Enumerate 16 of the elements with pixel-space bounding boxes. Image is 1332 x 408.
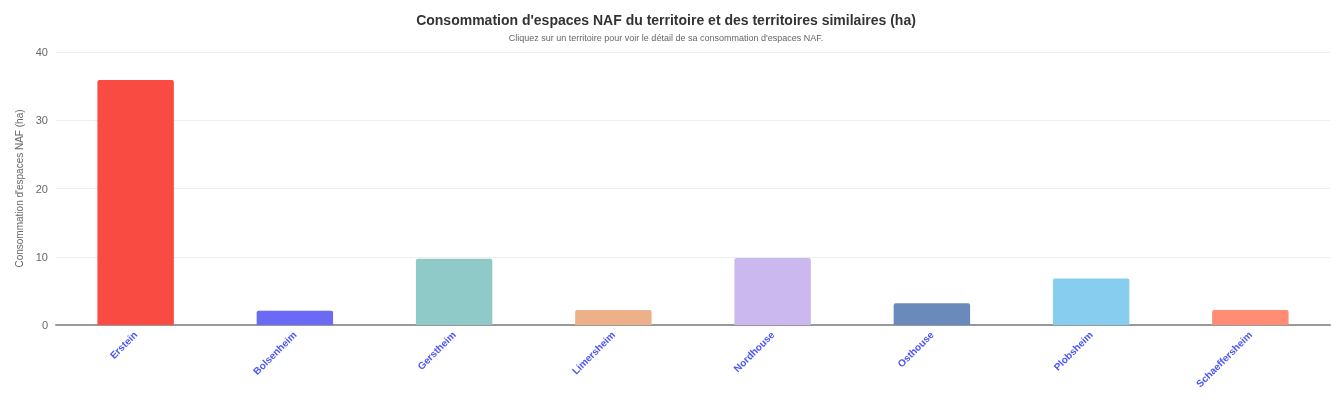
chart-title: Consommation d'espaces NAF du territoire et des territoires similaires (ha)	[416, 12, 916, 28]
bar	[1212, 309, 1289, 325]
y-tick-label: 10	[35, 250, 48, 263]
y-tick-label: 40	[35, 46, 48, 58]
y-tick-label: 30	[35, 114, 48, 127]
y-tick-label: 0	[41, 319, 48, 331]
bar	[97, 79, 174, 325]
y-axis-title: Consommation d'espaces NAF (ha)	[13, 109, 25, 268]
bar	[575, 309, 652, 325]
bar	[1052, 278, 1130, 325]
bar	[734, 258, 811, 325]
bar	[256, 310, 334, 325]
bar	[415, 258, 493, 325]
chart-subtitle: Cliquez sur un territoire pour voir le détail de sa consommation d'espaces NAF.	[508, 32, 824, 43]
y-tick-label: 20	[35, 182, 48, 195]
bar	[893, 303, 971, 325]
